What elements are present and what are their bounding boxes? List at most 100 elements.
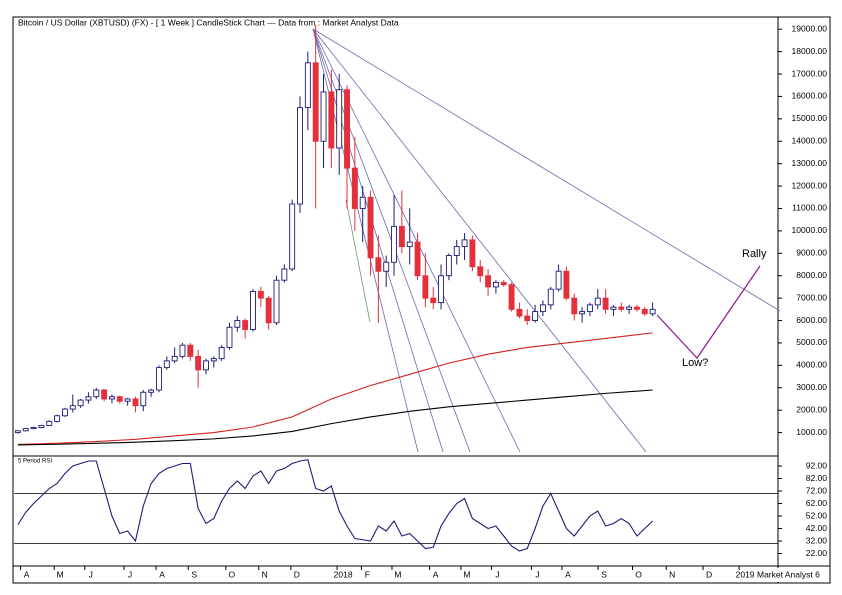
candle-body	[383, 261, 390, 272]
candle-body	[634, 306, 640, 310]
candle-body	[344, 89, 350, 169]
candle-body	[124, 398, 131, 402]
x-tick-label: S	[191, 569, 197, 579]
candle-body	[610, 306, 617, 310]
y-tick-label: 32.00	[806, 535, 828, 545]
y-tick-label: 8000.00	[796, 270, 827, 280]
candle-body	[524, 315, 531, 321]
candle-body	[539, 304, 546, 313]
annotation: Rally	[742, 248, 767, 260]
y-tick-label: 22.00	[806, 548, 828, 558]
candle-body	[156, 367, 162, 391]
candle-body	[508, 284, 515, 310]
candle-body	[336, 89, 343, 149]
y-tick-label: 6000.00	[796, 315, 827, 325]
x-tick-label: A	[24, 569, 30, 579]
annotation: Low?	[682, 357, 708, 369]
x-tick-label: J	[89, 569, 93, 579]
y-tick-label: 2000.00	[796, 404, 827, 414]
candle-body	[234, 320, 241, 328]
candle-body	[93, 389, 100, 398]
chart-title: Bitcoin / US Dollar (XBTUSD) (FX) - [ 1 …	[18, 17, 399, 27]
candle-body	[320, 91, 327, 142]
candle-body	[586, 304, 593, 313]
candle-body	[210, 358, 217, 362]
candle-body	[398, 225, 405, 248]
candle-body	[430, 297, 437, 304]
candle-body	[116, 396, 123, 402]
candle-body	[649, 308, 656, 315]
x-tick-label: A	[565, 569, 571, 579]
candle-body	[85, 396, 92, 401]
y-tick-label: 19000.00	[792, 23, 828, 33]
candle-body	[108, 396, 115, 400]
candle-body	[618, 306, 625, 310]
candle-body	[571, 297, 578, 315]
candle-body	[500, 281, 507, 286]
candle-body	[242, 320, 249, 330]
y-tick-label: 52.00	[806, 510, 828, 520]
candle-body	[54, 415, 61, 422]
candle-body	[469, 239, 476, 268]
candle-body	[555, 270, 562, 290]
candle-body	[626, 306, 633, 310]
candle-body	[61, 408, 68, 417]
candle-body	[328, 91, 335, 149]
candle-body	[438, 275, 445, 304]
candle-body	[218, 346, 225, 360]
candle-body	[602, 297, 609, 310]
frame	[12, 16, 831, 584]
y-tick-label: 1000.00	[796, 427, 827, 437]
candle-body	[132, 398, 139, 407]
candle-body	[30, 426, 37, 430]
x-tick-label: 2019	[736, 569, 755, 579]
candle-body	[579, 311, 586, 315]
candle-body	[304, 62, 311, 109]
y-tick-label: 17000.00	[792, 68, 828, 78]
candle-body	[265, 297, 272, 324]
candle-body	[148, 389, 155, 393]
y-tick-label: 4000.00	[796, 360, 827, 370]
candle-body	[453, 246, 460, 256]
x-tick-label: D	[294, 569, 300, 579]
x-tick-label: O	[635, 569, 642, 579]
x-tick-label: 2018	[334, 569, 353, 579]
candle-body	[250, 290, 256, 330]
candle-body	[46, 420, 53, 426]
y-tick-label: 13000.00	[792, 158, 828, 168]
projection-path	[656, 265, 761, 359]
x-tick-label: N	[262, 569, 268, 579]
x-tick-label: F	[365, 569, 370, 579]
candle-body	[367, 196, 374, 259]
candle-body	[516, 308, 523, 317]
candle-body	[226, 326, 233, 348]
candle-body	[195, 355, 202, 371]
y-tick-label: 11000.00	[792, 203, 827, 213]
fan-line	[345, 199, 371, 323]
y-tick-label: 92.00	[806, 460, 828, 470]
candle-body	[289, 203, 296, 270]
candle-body	[297, 107, 303, 205]
x-tick-label: O	[229, 569, 236, 579]
moving-average	[17, 332, 653, 446]
y-tick-label: 42.00	[806, 523, 828, 533]
footer: Market Analyst 6	[757, 569, 820, 579]
candle-body	[203, 360, 209, 371]
rsi-line	[17, 459, 654, 552]
moving-average	[17, 389, 653, 446]
candle-body	[69, 405, 76, 410]
candle-body	[594, 297, 601, 306]
x-tick-label: J	[535, 569, 539, 579]
candle-body	[391, 225, 397, 263]
x-tick-label: S	[601, 569, 607, 579]
x-tick-label: D	[706, 569, 712, 579]
candle-body	[547, 288, 554, 306]
candle-body	[101, 389, 108, 400]
candle-body	[77, 399, 84, 407]
candle-body	[14, 430, 21, 434]
x-tick-label: A	[159, 569, 165, 579]
candle-body	[532, 311, 539, 321]
candle-body	[492, 281, 499, 288]
y-tick-label: 18000.00	[792, 46, 828, 56]
